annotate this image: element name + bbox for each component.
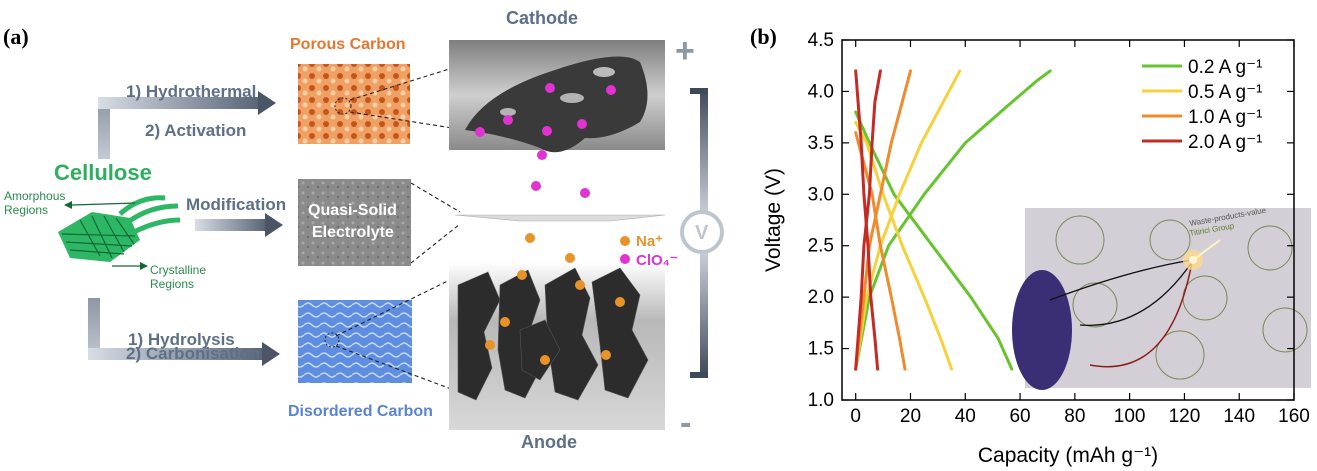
series-line-discharge [854, 69, 880, 371]
y-tick-label: 1.5 [808, 339, 834, 360]
x-tick-label: 100 [1114, 406, 1146, 427]
middle-step-label: Modification [186, 195, 287, 214]
panel-a-label: (a) [3, 24, 29, 49]
top-step2-label: 2) Activation [145, 121, 247, 140]
series-line-discharge [854, 110, 1014, 371]
clo4-ions [475, 83, 616, 198]
y-tick-label: 4.0 [808, 81, 834, 102]
na-ions [485, 233, 625, 365]
legend-label: 0.2 A g⁻¹ [1188, 57, 1262, 78]
amorphous-label: Amorphous Regions [4, 189, 66, 217]
legend-label: 1.0 A g⁻¹ [1188, 107, 1262, 128]
plus-terminal: + [675, 32, 695, 70]
y-tick-label: 2.0 [808, 287, 834, 308]
series-line-charge [854, 69, 882, 371]
x-tick-label: 140 [1223, 406, 1255, 427]
y-tick-label: 3.0 [808, 184, 834, 205]
top-step1-label: 1) Hydrothermal [126, 82, 257, 101]
quasi-solid-label-2: Electrolyte [312, 224, 394, 241]
bottom-step1-label: 1) Hydrolysis [128, 330, 235, 349]
y-tick-label: 1.0 [808, 390, 834, 411]
anode-label: Anode [521, 432, 577, 452]
voltage-capacity-chart: Waste-products-value Titirici Group 0 20 4… [762, 30, 1311, 467]
series-line-discharge [854, 120, 954, 371]
x-tick-label: 80 [1064, 406, 1085, 427]
plot-frame [841, 39, 1295, 401]
legend-label: 2.0 A g⁻¹ [1188, 132, 1262, 153]
x-tick-label: 60 [1009, 406, 1030, 427]
cathode-label: Cathode [506, 8, 578, 28]
series-line-discharge [854, 131, 907, 371]
y-tick-label: 3.5 [808, 133, 834, 154]
x-tick-label: 20 [900, 406, 921, 427]
y-tick-label: 4.5 [808, 30, 834, 51]
series-line-charge [854, 69, 912, 371]
x-tick-label: 0 [850, 406, 861, 427]
x-tick-label: 40 [955, 406, 976, 427]
porous-carbon-label: Porous Carbon [290, 36, 406, 53]
y-tick-label: 2.5 [808, 236, 834, 257]
cellulose-fibre-icon [58, 195, 181, 262]
y-axis-label: Voltage (V) [762, 168, 785, 272]
legend-na-label: Na⁺ [636, 233, 664, 250]
x-tick-label: 120 [1169, 406, 1201, 427]
panel-a-flow-diagram [58, 40, 724, 430]
inset-photo: Waste-products-value Titirici Group [1012, 206, 1311, 390]
crystalline-label: Crystalline Regions [150, 263, 207, 291]
quasi-solid-label-1: Quasi-Solid [308, 202, 397, 219]
x-axis-label: Capacity (mAh g⁻¹) [978, 444, 1158, 467]
panel-b-label: (b) [750, 24, 777, 49]
x-tick-label: 160 [1278, 406, 1310, 427]
disordered-carbon-label: Disordered Carbon [288, 403, 433, 420]
legend-label: 0.5 A g⁻¹ [1188, 82, 1262, 103]
voltmeter-label: V [695, 222, 709, 244]
series-line-charge [854, 69, 962, 371]
series-line-charge [854, 69, 1052, 371]
legend-clo4-label: ClO₄⁻ [636, 252, 678, 269]
bottom-step2-label: 2) Carbonisation [126, 344, 261, 363]
minus-terminal: - [680, 404, 692, 442]
cellulose-label: Cellulose [54, 160, 152, 185]
